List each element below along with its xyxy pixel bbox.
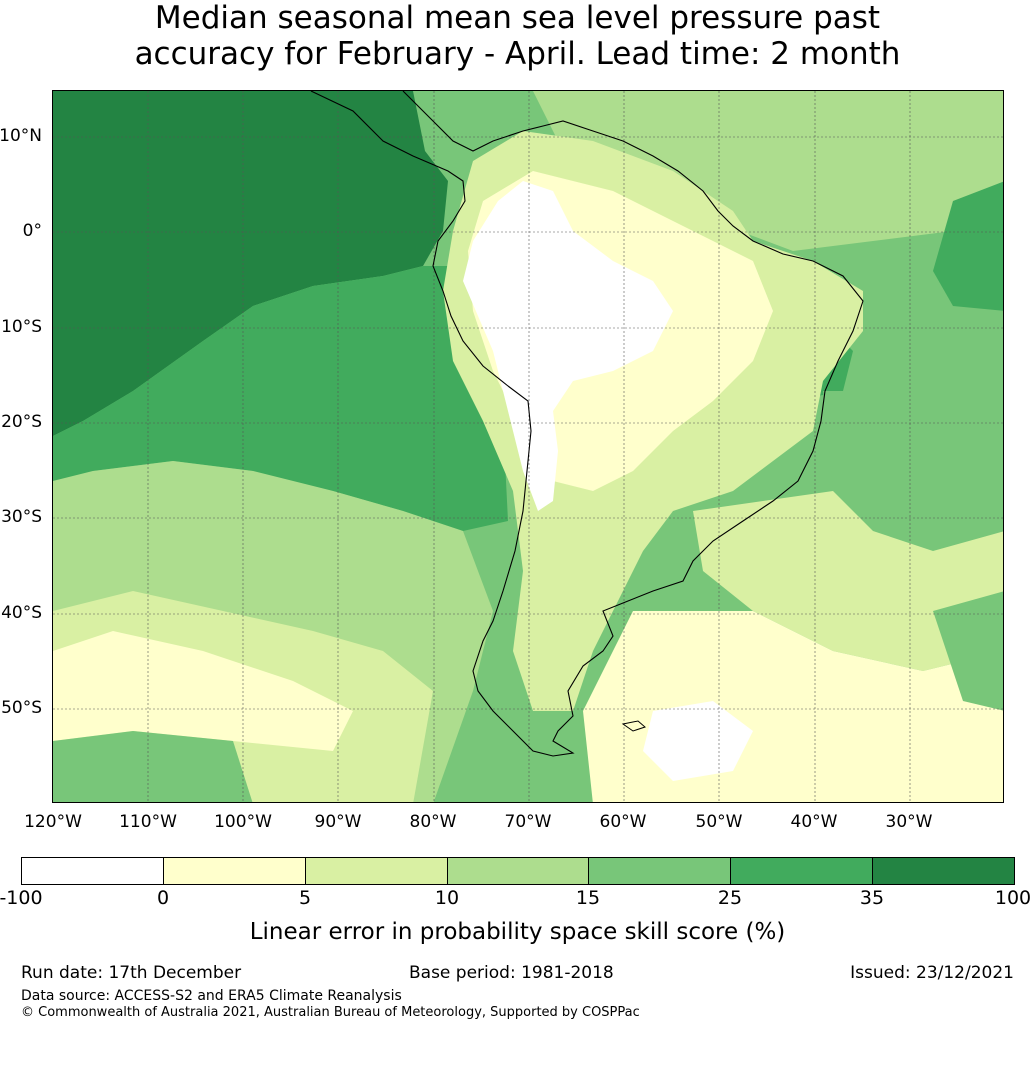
title-line-2: accuracy for February - April. Lead time… — [134, 36, 901, 72]
colorbar-segment-2 — [162, 858, 305, 884]
colorbar-segment-1 — [22, 858, 163, 884]
colorbar-tick-15: 15 — [575, 887, 601, 909]
region-atlantic-south-green — [823, 391, 1003, 551]
lat-label-10s: 10°S — [1, 317, 42, 337]
colorbar-segment-4 — [446, 858, 589, 884]
region-pacific-high-skill — [53, 91, 448, 436]
title-line-1: Median seasonal mean sea level pressure … — [154, 0, 881, 36]
copyright: © Commonwealth of Australia 2021, Austra… — [21, 1005, 640, 1020]
region-atlantic-southeast-green — [933, 591, 1003, 711]
lon-label-40w: 40°W — [790, 812, 838, 832]
lat-label-0: 0° — [22, 221, 42, 241]
lon-label-90w: 90°W — [314, 812, 362, 832]
region-atlantic-equatorial — [933, 181, 1003, 311]
region-atlantic-white-patch — [643, 701, 753, 781]
colorbar-tick-25: 25 — [717, 887, 743, 909]
lon-label-60w: 60°W — [599, 812, 647, 832]
colorbar-segment-6 — [730, 858, 873, 884]
lat-label-20s: 20°S — [1, 412, 42, 432]
colorbar-tick-0: 0 — [156, 887, 170, 909]
colorbar-tick-10: 10 — [434, 887, 460, 909]
lon-label-110w: 110°W — [119, 812, 177, 832]
lon-label-80w: 80°W — [409, 812, 457, 832]
colorbar-segment-3 — [304, 858, 447, 884]
skill-score-map — [52, 90, 1004, 803]
lon-label-30w: 30°W — [885, 812, 933, 832]
issued-date: Issued: 23/12/2021 — [850, 963, 1014, 983]
region-far-south-green — [53, 731, 253, 802]
lat-label-10n: 10°N — [0, 126, 42, 146]
base-period: Base period: 1981-2018 — [409, 963, 614, 983]
lon-label-50w: 50°W — [695, 812, 743, 832]
data-source: Data source: ACCESS-S2 and ERA5 Climate … — [21, 988, 402, 1004]
colorbar — [21, 857, 1015, 885]
lon-label-120w: 120°W — [24, 812, 82, 832]
region-atlantic-south-pale — [693, 491, 1003, 671]
falkland-islands — [621, 720, 646, 732]
colorbar-tick-100: 100 — [994, 887, 1032, 909]
colorbar-tick-minus100: -100 — [0, 887, 43, 909]
region-andes-low-skill — [463, 181, 673, 511]
lon-label-70w: 70°W — [504, 812, 552, 832]
colorbar-tick-35: 35 — [859, 887, 885, 909]
lon-label-100w: 100°W — [214, 812, 272, 832]
colorbar-segment-5 — [588, 858, 731, 884]
south-america-coastline — [310, 91, 864, 757]
region-southern-ocean-yellow — [53, 631, 353, 751]
lat-label-50s: 50°S — [1, 698, 42, 718]
region-pacific-mid-skill — [53, 266, 508, 531]
run-date: Run date: 17th December — [21, 963, 242, 983]
map-title: Median seasonal mean sea level pressure … — [0, 0, 1035, 72]
map-canvas — [53, 91, 1003, 802]
lat-label-30s: 30°S — [1, 507, 42, 527]
region-atlantic-north — [533, 91, 1003, 251]
colorbar-segment-7 — [872, 858, 1015, 884]
colorbar-tick-5: 5 — [298, 887, 312, 909]
colorbar-label: Linear error in probability space skill … — [249, 919, 786, 945]
lat-label-40s: 40°S — [1, 603, 42, 623]
